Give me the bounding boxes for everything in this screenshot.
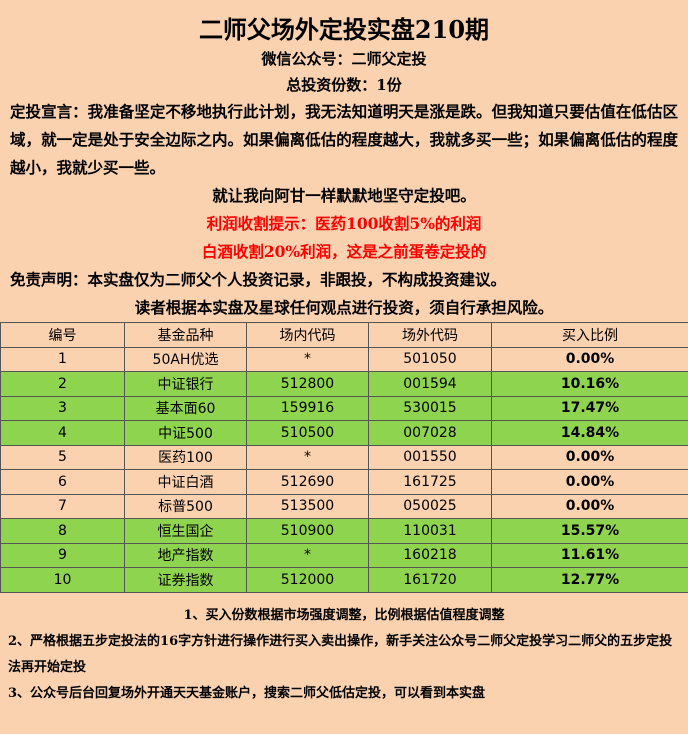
declaration-closing: 就让我向阿甘一样默默地坚守定投吧。: [212, 186, 476, 205]
row-fund-name: 医药100: [124, 444, 247, 470]
row-fund-name: 50AH优选: [124, 346, 247, 372]
row-fund-name: 中证500: [124, 420, 247, 446]
row-no: 10: [0, 567, 125, 593]
row-outside-code: 161725: [368, 469, 492, 495]
row-fund-name: 标普500: [124, 493, 247, 519]
row-no: 2: [0, 371, 125, 397]
profit-tip-1: 利润收割提示：医药100收割5%的利润: [206, 214, 482, 233]
row-outside-code: 110031: [368, 518, 492, 544]
row-ratio: 14.84%: [491, 420, 688, 446]
row-ratio: 0.00%: [491, 469, 688, 495]
row-ratio: 15.57%: [491, 518, 688, 544]
row-ratio: 0.00%: [491, 346, 688, 372]
row-outside-code: 001550: [368, 444, 492, 470]
disclaimer: 免责声明：本实盘仅为二师父个人投资记录，非跟投，不构成投资建议。 读者根据本实盘…: [0, 266, 688, 322]
profit-tip-2: 白酒收割20%利润，这是之前蛋卷定投的: [201, 242, 487, 261]
notes: 1、买入份数根据市场强度调整，比例根据估值程度调整 2、严格根据五步定投法的16…: [0, 593, 688, 707]
header-inside-code: 场内代码: [246, 322, 369, 348]
row-ratio: 12.77%: [491, 567, 688, 593]
table-row: 1 50AH优选 * 501050 0.00%: [0, 346, 688, 372]
row-outside-code: 501050: [368, 346, 492, 372]
row-no: 3: [0, 395, 125, 421]
row-inside-code: 513500: [246, 493, 369, 519]
row-outside-code: 050025: [368, 493, 492, 519]
note-2: 2、严格根据五步定投法的16字方针进行操作进行买入卖出操作，新手关注公众号二师父…: [8, 633, 673, 675]
note-3: 3、公众号后台回复场外开通天天基金账户，搜索二师父低估定投，可以看到本实盘: [8, 685, 486, 701]
row-inside-code: 510900: [246, 518, 369, 544]
header-no: 编号: [0, 322, 125, 348]
disclaimer-line-2: 读者根据本实盘及星球任何观点进行投资，须自行承担风险。: [134, 298, 554, 317]
row-no: 4: [0, 420, 125, 446]
table-row: 4 中证500 510500 007028 14.84%: [0, 420, 688, 446]
total-shares: 总投资份数：1份: [286, 76, 402, 94]
table-header-row: 编号 基金品种 场内代码 场外代码 买入比例: [0, 322, 688, 348]
row-outside-code: 007028: [368, 420, 492, 446]
row-outside-code: 001594: [368, 371, 492, 397]
header-ratio: 买入比例: [491, 322, 688, 348]
row-inside-code: *: [246, 444, 369, 470]
row-ratio: 11.61%: [491, 542, 688, 568]
row-ratio: 10.16%: [491, 371, 688, 397]
row-fund-name: 证券指数: [124, 567, 247, 593]
header-outside-code: 场外代码: [368, 322, 492, 348]
table-row: 6 中证白酒 512690 161725 0.00%: [0, 469, 688, 495]
row-no: 5: [0, 444, 125, 470]
row-ratio: 0.00%: [491, 444, 688, 470]
row-fund-name: 基本面60: [124, 395, 247, 421]
row-fund-name: 中证银行: [124, 371, 247, 397]
row-ratio: 0.00%: [491, 493, 688, 519]
row-ratio: 17.47%: [491, 395, 688, 421]
row-inside-code: 512800: [246, 371, 369, 397]
declaration: 定投宣言：我准备坚定不移地执行此计划，我无法知道明天是涨是跌。但我知道只要估值在…: [0, 98, 688, 210]
table-row: 10 证券指数 512000 161720 12.77%: [0, 567, 688, 593]
row-inside-code: 512000: [246, 567, 369, 593]
row-inside-code: 510500: [246, 420, 369, 446]
table-row: 9 地产指数 * 160218 11.61%: [0, 542, 688, 568]
row-outside-code: 160218: [368, 542, 492, 568]
note-1: 1、买入份数根据市场强度调整，比例根据估值程度调整: [183, 607, 505, 623]
row-no: 9: [0, 542, 125, 568]
table-row: 3 基本面60 159916 530015 17.47%: [0, 395, 688, 421]
row-inside-code: 512690: [246, 469, 369, 495]
row-no: 1: [0, 346, 125, 372]
row-inside-code: 159916: [246, 395, 369, 421]
header-fund: 基金品种: [124, 322, 247, 348]
fund-table: 编号 基金品种 场内代码 场外代码 买入比例 1 50AH优选 * 501050 0.0…: [0, 322, 688, 593]
row-inside-code: *: [246, 346, 369, 372]
row-no: 6: [0, 469, 125, 495]
row-outside-code: 161720: [368, 567, 492, 593]
row-fund-name: 恒生国企: [124, 518, 247, 544]
wechat-account: 微信公众号：二师父定投: [261, 50, 427, 68]
page-title: 二师父场外定投实盘210期: [198, 15, 490, 44]
disclaimer-line-1: 免责声明：本实盘仅为二师父个人投资记录，非跟投，不构成投资建议。: [10, 270, 507, 289]
table-row: 7 标普500 513500 050025 0.00%: [0, 493, 688, 519]
row-outside-code: 530015: [368, 395, 492, 421]
declaration-text: 定投宣言：我准备坚定不移地执行此计划，我无法知道明天是涨是跌。但我知道只要估值在…: [10, 102, 678, 177]
row-no: 8: [0, 518, 125, 544]
row-no: 7: [0, 493, 125, 519]
table-row: 5 医药100 * 001550 0.00%: [0, 444, 688, 470]
table-row: 2 中证银行 512800 001594 10.16%: [0, 371, 688, 397]
row-fund-name: 地产指数: [124, 542, 247, 568]
row-fund-name: 中证白酒: [124, 469, 247, 495]
table-row: 8 恒生国企 510900 110031 15.57%: [0, 518, 688, 544]
row-inside-code: *: [246, 542, 369, 568]
